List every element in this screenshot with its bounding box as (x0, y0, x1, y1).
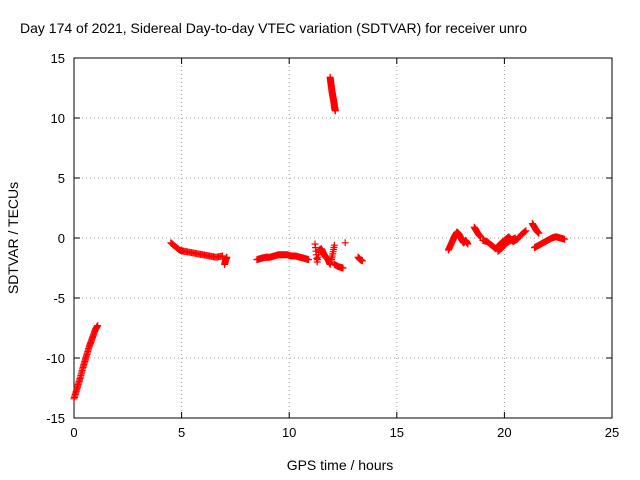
data-point (341, 239, 349, 247)
data-point (561, 235, 569, 243)
data-point (358, 257, 366, 265)
axes: 0 5 10 15 20 25 -15 -10 -5 0 5 10 15 (46, 51, 619, 440)
y-tick-label: -15 (46, 411, 65, 426)
data-point (331, 107, 339, 115)
data-point (94, 322, 102, 330)
y-tick-label: 0 (58, 231, 65, 246)
data-point (520, 228, 528, 236)
data-point (477, 233, 485, 241)
data-point (511, 234, 519, 242)
y-tick-label: -10 (46, 351, 65, 366)
x-tick-label: 5 (178, 425, 185, 440)
chart-title: Day 174 of 2021, Sidereal Day-to-day VTE… (20, 20, 527, 36)
data-point (535, 229, 543, 237)
data-points (70, 73, 569, 403)
grid (74, 58, 612, 418)
y-tick-label: 10 (51, 111, 65, 126)
labels: Day 174 of 2021, Sidereal Day-to-day VTE… (5, 20, 527, 473)
x-tick-label: 25 (605, 425, 619, 440)
data-point (464, 240, 472, 248)
data-point (223, 253, 231, 261)
y-axis-label: SDTVAR / TECUs (5, 182, 21, 294)
data-point (522, 227, 530, 235)
data-point (521, 228, 529, 236)
x-tick-label: 15 (390, 425, 404, 440)
x-tick-label: 0 (70, 425, 77, 440)
y-tick-label: 5 (58, 171, 65, 186)
data-point (339, 264, 347, 272)
data-point (218, 252, 226, 260)
x-tick-label: 10 (282, 425, 296, 440)
y-tick-label: -5 (53, 291, 65, 306)
x-tick-label: 20 (497, 425, 511, 440)
data-point (305, 256, 313, 264)
y-tick-label: 15 (51, 51, 65, 66)
x-axis-label: GPS time / hours (287, 457, 394, 473)
data-point (330, 241, 338, 249)
